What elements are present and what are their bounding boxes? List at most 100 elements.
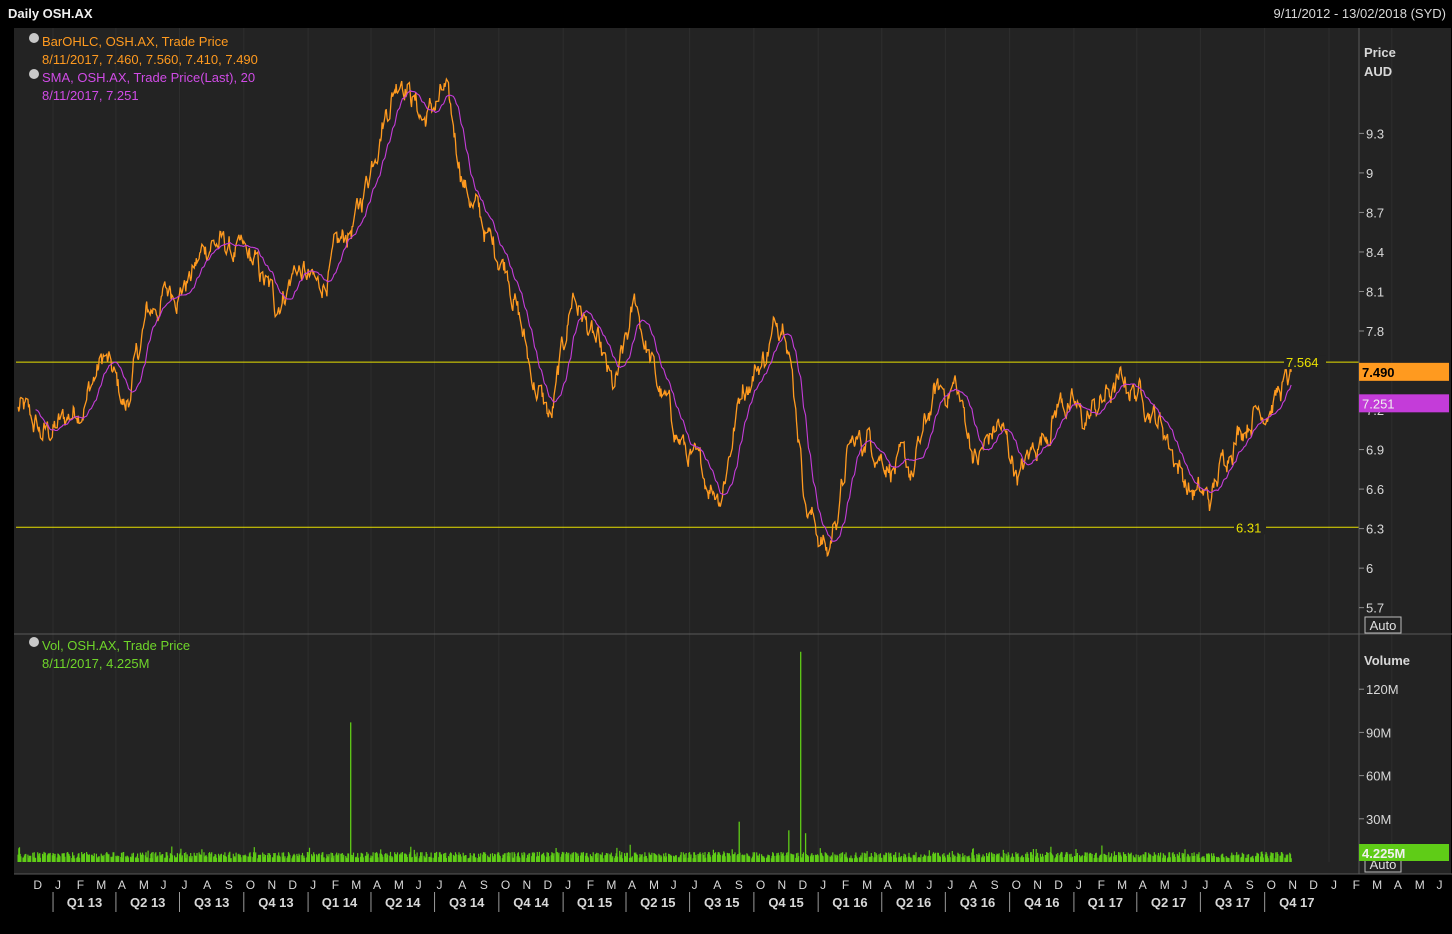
month-tick-label: M xyxy=(96,878,106,892)
volume-bars xyxy=(17,651,1292,862)
month-tick-label: A xyxy=(628,878,636,892)
quarter-tick-label: Q1 16 xyxy=(832,895,867,910)
sma-series-line xyxy=(35,89,1292,542)
ohlc-legend-values: 8/11/2017, 7.460, 7.560, 7.410, 7.490 xyxy=(42,52,258,67)
last-price-tag xyxy=(1359,362,1449,381)
chart-title: Daily OSH.AX xyxy=(8,6,93,21)
month-tick-label: M xyxy=(139,878,149,892)
month-tick-label: F xyxy=(77,878,84,892)
month-tick-label: M xyxy=(1160,878,1170,892)
month-tick-label: F xyxy=(587,878,594,892)
price-auto-scale-label: Auto xyxy=(1370,618,1397,633)
price-series-line xyxy=(17,77,1292,558)
month-tick-label: M xyxy=(649,878,659,892)
price-tick-label: 5.7 xyxy=(1366,601,1384,616)
month-tick-label: M xyxy=(905,878,915,892)
grid xyxy=(52,28,1393,862)
month-tick-label: F xyxy=(1353,878,1360,892)
month-tick-label: J xyxy=(161,878,167,892)
quarter-tick-label: Q4 13 xyxy=(258,895,293,910)
month-tick-label: J xyxy=(1436,878,1442,892)
month-tick-label: J xyxy=(310,878,316,892)
month-tick-label: O xyxy=(246,878,255,892)
month-tick-label: J xyxy=(926,878,932,892)
volume-axis-title: Volume xyxy=(1364,653,1410,668)
quarter-tick-label: Q2 14 xyxy=(385,895,421,910)
price-auto-scale-button[interactable] xyxy=(1364,616,1402,634)
price-axis-ticks: 9.398.78.48.17.87.26.96.66.365.7 xyxy=(1359,126,1384,616)
last-sma-tag-label: 7.251 xyxy=(1362,396,1395,411)
volume-tick-label: 30M xyxy=(1366,812,1391,827)
month-tick-label: D xyxy=(799,878,808,892)
quarter-tick-label: Q3 14 xyxy=(449,895,485,910)
sma-legend-icon[interactable] xyxy=(29,69,39,79)
level-label-background xyxy=(1234,520,1266,535)
month-tick-label: A xyxy=(884,878,892,892)
quarter-tick-label: Q1 13 xyxy=(67,895,102,910)
month-tick-label: J xyxy=(55,878,61,892)
date-range: 9/11/2012 - 13/02/2018 (SYD) xyxy=(1274,6,1447,21)
level-lines xyxy=(16,361,1359,528)
month-tick-label: J xyxy=(1331,878,1337,892)
price-tick-label: 6.6 xyxy=(1366,482,1384,497)
quarter-tick-label: Q1 17 xyxy=(1088,895,1123,910)
month-tick-label: S xyxy=(480,878,488,892)
month-tick-label: D xyxy=(1054,878,1063,892)
quarter-tick-label: Q3 15 xyxy=(704,895,739,910)
quarter-tick-label: Q4 17 xyxy=(1279,895,1314,910)
month-tick-label: O xyxy=(756,878,765,892)
month-tick-label: J xyxy=(671,878,677,892)
price-axis-unit: AUD xyxy=(1364,64,1392,79)
month-tick-label: A xyxy=(1394,878,1402,892)
month-tick-label: S xyxy=(735,878,743,892)
volume-tick-label: 60M xyxy=(1366,769,1391,784)
month-tick-label: M xyxy=(351,878,361,892)
quarter-tick-label: Q1 15 xyxy=(577,895,612,910)
month-tick-label: N xyxy=(1288,878,1297,892)
ohlc-legend-icon[interactable] xyxy=(29,33,39,43)
month-tick-label: J xyxy=(1181,878,1187,892)
axis-panel-background xyxy=(1359,28,1451,874)
month-tick-label: J xyxy=(437,878,443,892)
quarter-tick-label: Q3 13 xyxy=(194,895,229,910)
month-tick-label: J xyxy=(416,878,422,892)
price-tick-label: 8.1 xyxy=(1366,284,1384,299)
month-tick-label: A xyxy=(713,878,721,892)
month-tick-label: N xyxy=(1033,878,1042,892)
price-tick-label: 8.4 xyxy=(1366,245,1384,260)
month-tick-label: J xyxy=(565,878,571,892)
month-tick-label: D xyxy=(543,878,552,892)
month-tick-label: A xyxy=(969,878,977,892)
price-tick-label: 6.9 xyxy=(1366,443,1384,458)
volume-legend-icon[interactable] xyxy=(29,637,39,647)
month-tick-label: J xyxy=(692,878,698,892)
level-label-background xyxy=(1284,355,1326,370)
month-tick-label: S xyxy=(225,878,233,892)
month-tick-label: N xyxy=(778,878,787,892)
ohlc-legend-name: BarOHLC, OSH.AX, Trade Price xyxy=(42,34,228,49)
volume-bar-series xyxy=(17,844,1292,862)
month-tick-label: M xyxy=(862,878,872,892)
price-tick-label: 9.3 xyxy=(1366,126,1384,141)
month-tick-label: F xyxy=(1098,878,1105,892)
month-tick-label: J xyxy=(1076,878,1082,892)
month-tick-label: M xyxy=(1415,878,1425,892)
last-sma-tag xyxy=(1359,394,1449,413)
month-tick-label: F xyxy=(332,878,339,892)
price-tick-label: 6 xyxy=(1366,561,1373,576)
month-tick-label: J xyxy=(820,878,826,892)
quarter-tick-label: Q3 17 xyxy=(1215,895,1250,910)
sma-legend-name: SMA, OSH.AX, Trade Price(Last), 20 xyxy=(42,70,255,85)
month-tick-label: M xyxy=(1117,878,1127,892)
month-tick-label: O xyxy=(501,878,510,892)
month-tick-label: J xyxy=(1202,878,1208,892)
sma-legend-values: 8/11/2017, 7.251 xyxy=(42,88,139,103)
month-tick-label: J xyxy=(947,878,953,892)
quarter-tick-label: Q2 17 xyxy=(1151,895,1186,910)
volume-legend-name: Vol, OSH.AX, Trade Price xyxy=(42,638,190,653)
level-label: 7.564 xyxy=(1286,355,1319,370)
month-tick-label: O xyxy=(1012,878,1021,892)
volume-axis-ticks: 120M 90M 60M 30M xyxy=(1359,682,1399,827)
